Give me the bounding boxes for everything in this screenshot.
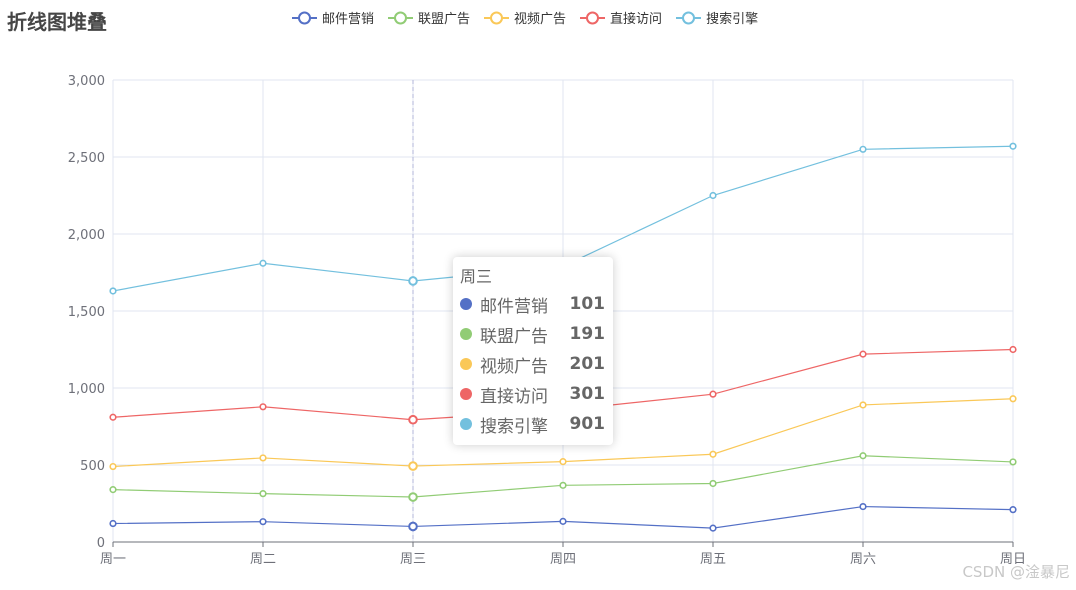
y-tick-label: 2,500 [68,151,105,166]
data-point[interactable] [408,492,418,502]
series-color-dot-icon [460,418,472,430]
legend-line-circle-icon [676,11,702,24]
data-point[interactable] [408,414,418,425]
legend-item-3[interactable]: 视频广告 [484,8,566,27]
data-point[interactable] [1009,395,1017,403]
tooltip-title: 周三 [460,267,493,286]
x-tick-label: 周二 [250,552,276,567]
data-point[interactable] [709,191,717,200]
legend-item-1[interactable]: 邮件营销 [292,8,374,27]
y-tick-label: 0 [97,536,105,551]
legend-item-2[interactable]: 联盟广告 [388,8,470,27]
data-point[interactable] [1009,345,1017,354]
y-tick-label: 1,500 [68,305,105,320]
tooltip-series-value: 101 [569,294,606,314]
x-tick-label: 周六 [850,552,876,567]
x-tick-label: 周五 [700,552,726,567]
tooltip-series-name: 邮件营销 [480,296,548,317]
y-tick-label: 500 [80,459,105,474]
series-color-dot-icon [460,328,472,340]
tooltip-series-name: 直接访问 [480,386,548,407]
data-point[interactable] [109,462,117,471]
data-point[interactable] [709,524,717,532]
data-point[interactable] [259,518,267,526]
data-point[interactable] [859,350,867,358]
data-point[interactable] [709,450,717,458]
data-point[interactable] [859,502,867,511]
data-point[interactable] [1009,458,1017,466]
data-point[interactable] [408,521,418,532]
y-tick-label: 1,000 [68,382,105,397]
legend-line-circle-icon [388,11,414,24]
legend-line-circle-icon [292,11,317,24]
x-tick-label: 周四 [550,552,576,567]
legend-line-circle-icon [580,11,606,24]
tooltip-series-value: 301 [569,384,606,404]
series-color-dot-icon [460,298,472,310]
data-point[interactable] [559,481,567,489]
data-point[interactable] [859,145,867,153]
data-point[interactable] [559,517,567,525]
tooltip-row: 联盟广告 191 [460,319,605,349]
data-point[interactable] [709,479,717,488]
data-point[interactable] [109,413,117,421]
data-point[interactable] [859,401,867,409]
data-point[interactable] [109,287,117,295]
data-point[interactable] [408,276,418,286]
series-color-dot-icon [460,358,472,370]
legend-item-4[interactable]: 直接访问 [580,8,662,27]
tooltip-row: 搜索引擎 901 [460,409,605,439]
data-point[interactable] [259,403,267,411]
data-point[interactable] [408,461,418,471]
legend: 邮件营销 联盟广告 视频广告 直接访问 搜索引擎 [292,8,758,27]
x-tick-label: 周日 [1000,552,1026,567]
tooltip-series-name: 搜索引擎 [480,416,548,437]
tooltip: 周三 邮件营销 101 联盟广告 191 视频广告 201 直接访问 301 搜索引擎 901 [453,257,613,445]
x-tick-label: 周三 [400,552,426,567]
data-point[interactable] [1009,142,1017,150]
tooltip-series-name: 视频广告 [480,356,548,377]
tooltip-row: 视频广告 201 [460,349,605,379]
tooltip-series-name: 联盟广告 [480,326,548,347]
data-point[interactable] [109,486,117,494]
chart-title: 折线图堆叠 [7,10,107,34]
legend-line-circle-icon [484,11,510,24]
tooltip-series-value: 191 [569,324,606,344]
tooltip-row: 邮件营销 101 [460,289,605,319]
data-point[interactable] [859,452,867,460]
legend-item-5[interactable]: 搜索引擎 [676,8,758,27]
data-point[interactable] [109,519,117,528]
legend-label: 邮件营销 [322,12,375,27]
series-color-dot-icon [460,388,472,400]
x-tick-label: 周一 [100,552,126,567]
legend-label: 联盟广告 [418,12,471,27]
data-point[interactable] [559,458,567,466]
y-tick-label: 3,000 [68,74,105,89]
data-point[interactable] [259,259,267,267]
legend-label: 直接访问 [610,12,663,27]
tooltip-series-value: 901 [569,414,606,434]
tooltip-row: 直接访问 301 [460,379,605,409]
data-point[interactable] [709,390,717,398]
data-point[interactable] [259,454,267,462]
data-point[interactable] [1009,506,1017,514]
legend-label: 视频广告 [514,12,567,27]
data-point[interactable] [259,490,267,498]
tooltip-series-value: 201 [569,354,606,374]
watermark: CSDN @淦暴尼 [962,563,1070,581]
legend-label: 搜索引擎 [706,12,759,27]
y-tick-label: 2,000 [68,228,105,243]
